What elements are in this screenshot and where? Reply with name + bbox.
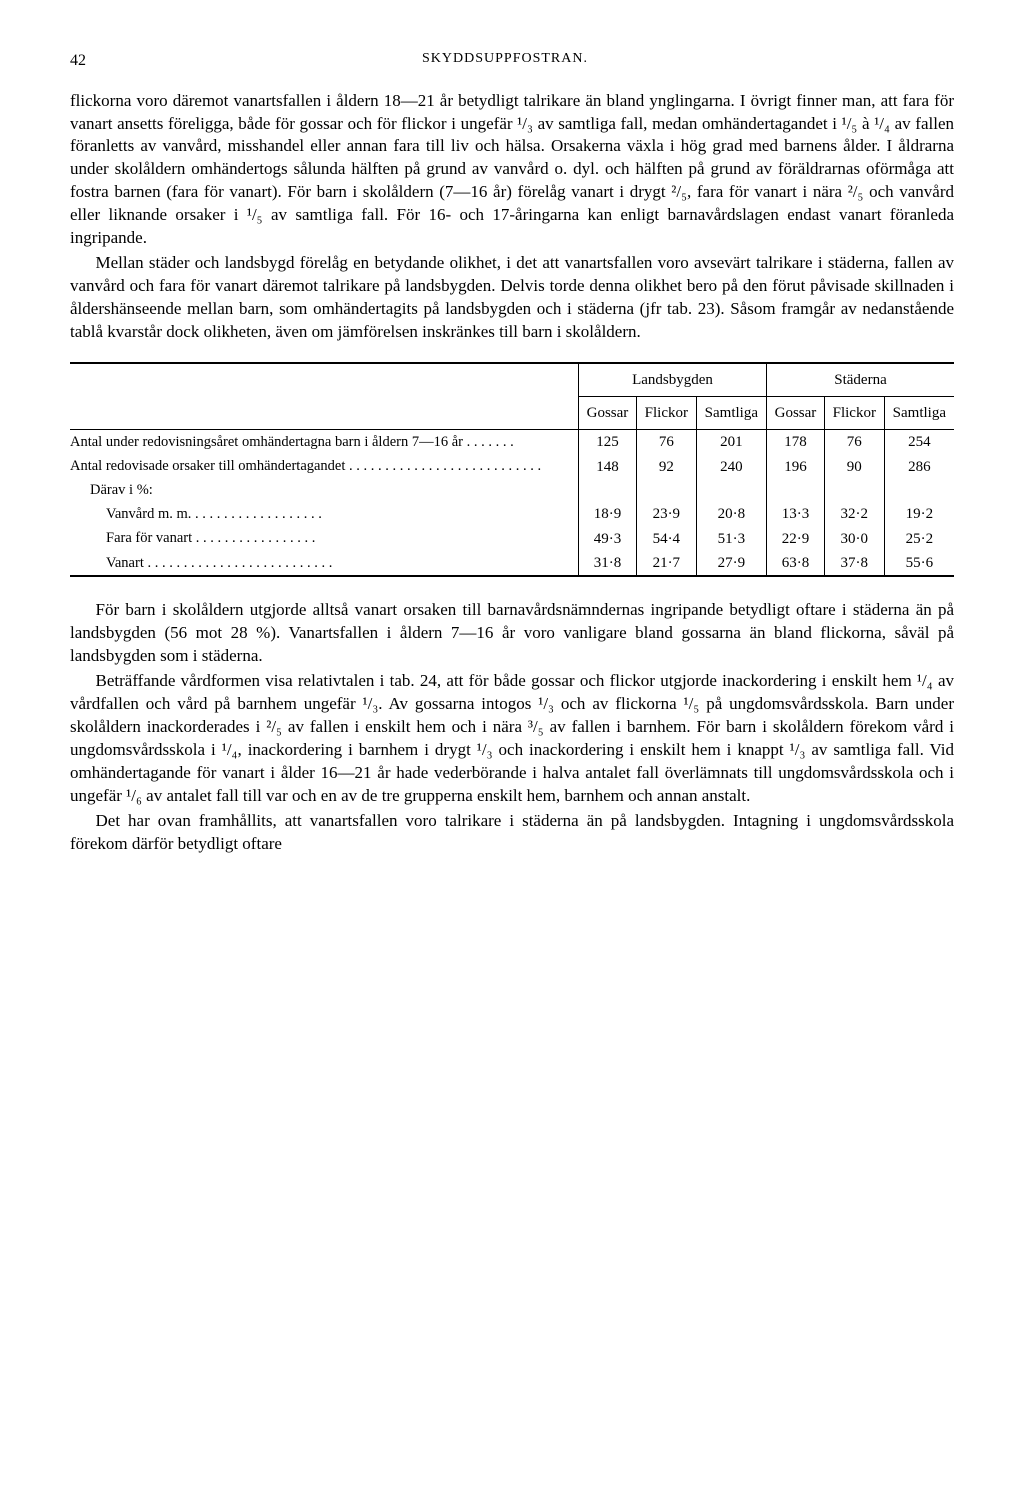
sub-header: Flickor — [636, 397, 696, 430]
cell: 125 — [579, 430, 637, 455]
cell: 148 — [579, 455, 637, 479]
cell: 76 — [824, 430, 884, 455]
table-row: Vanart . . . . . . . . . . . . . . . . .… — [70, 551, 954, 576]
cell: 18·9 — [579, 502, 637, 526]
cell: 286 — [884, 455, 954, 479]
table-row: Antal redovisade orsaker till omhänderta… — [70, 455, 954, 479]
paragraph-4: Beträffande vårdformen visa relativtalen… — [70, 670, 954, 808]
cell: 32·2 — [824, 502, 884, 526]
cell — [636, 479, 696, 503]
cell: 20·8 — [696, 502, 766, 526]
cell: 54·4 — [636, 527, 696, 551]
cell — [824, 479, 884, 503]
table-row: Därav i %: — [70, 479, 954, 503]
cell: 27·9 — [696, 551, 766, 576]
cell — [766, 479, 824, 503]
cell: 90 — [824, 455, 884, 479]
cell: 37·8 — [824, 551, 884, 576]
page-number: 42 — [70, 50, 86, 72]
cell: 31·8 — [579, 551, 637, 576]
cell: 19·2 — [884, 502, 954, 526]
cell — [696, 479, 766, 503]
running-title: SKYDDSUPPFOSTRAN. — [422, 50, 588, 72]
row-label: Vanvård m. m. . . . . . . . . . . . . . … — [70, 502, 579, 526]
paragraph-3: För barn i skolåldern utgjorde alltså va… — [70, 599, 954, 668]
cell: 92 — [636, 455, 696, 479]
cell: 254 — [884, 430, 954, 455]
cell: 76 — [636, 430, 696, 455]
cell — [884, 479, 954, 503]
cell: 22·9 — [766, 527, 824, 551]
sub-header: Flickor — [824, 397, 884, 430]
cell: 55·6 — [884, 551, 954, 576]
row-label: Därav i %: — [70, 479, 579, 503]
cell: 23·9 — [636, 502, 696, 526]
cell: 51·3 — [696, 527, 766, 551]
row-label: Fara för vanart . . . . . . . . . . . . … — [70, 527, 579, 551]
paragraph-2: Mellan städer och landsbygd förelåg en b… — [70, 252, 954, 344]
cell: 25·2 — [884, 527, 954, 551]
table-row: Vanvård m. m. . . . . . . . . . . . . . … — [70, 502, 954, 526]
table-row: Antal under redovisningsåret omhändertag… — [70, 430, 954, 455]
sub-header: Gossar — [766, 397, 824, 430]
cell: 13·3 — [766, 502, 824, 526]
sub-header: Samtliga — [884, 397, 954, 430]
group-header-landsbygden: Landsbygden — [579, 363, 767, 397]
cell — [579, 479, 637, 503]
cell: 49·3 — [579, 527, 637, 551]
paragraph-1: flickorna voro däremot vanartsfallen i å… — [70, 90, 954, 251]
row-label: Antal under redovisningsåret omhändertag… — [70, 430, 579, 455]
cell: 21·7 — [636, 551, 696, 576]
table-row: Fara för vanart . . . . . . . . . . . . … — [70, 527, 954, 551]
group-header-staderna: Städerna — [766, 363, 954, 397]
sub-header: Samtliga — [696, 397, 766, 430]
paragraph-5: Det har ovan framhållits, att vanartsfal… — [70, 810, 954, 856]
cell: 201 — [696, 430, 766, 455]
row-label: Vanart . . . . . . . . . . . . . . . . .… — [70, 551, 579, 576]
cell: 240 — [696, 455, 766, 479]
page-header: 42 SKYDDSUPPFOSTRAN. — [70, 50, 954, 72]
sub-header: Gossar — [579, 397, 637, 430]
row-label: Antal redovisade orsaker till omhänderta… — [70, 455, 579, 479]
data-table: Landsbygden Städerna Gossar Flickor Samt… — [70, 362, 954, 577]
cell: 178 — [766, 430, 824, 455]
cell: 196 — [766, 455, 824, 479]
cell: 63·8 — [766, 551, 824, 576]
cell: 30·0 — [824, 527, 884, 551]
